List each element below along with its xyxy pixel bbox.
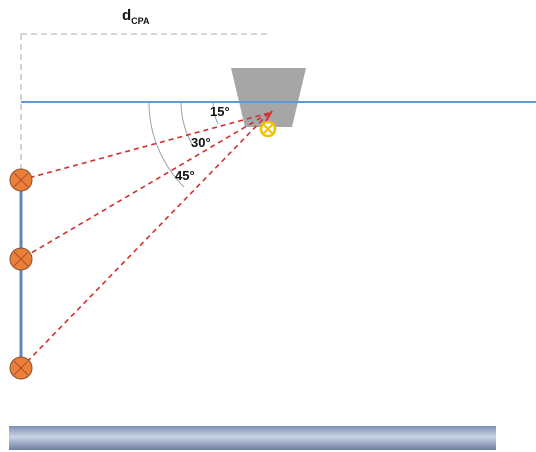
arc-15 (212, 101, 219, 125)
source-crosshair-icon (259, 120, 277, 138)
hydrophone-icon (9, 168, 33, 192)
hydrophone-icon (9, 247, 33, 271)
ray-15 (20, 112, 270, 181)
seabed-bar (9, 426, 496, 450)
angle-label-30: 30° (191, 135, 211, 150)
dcpa-dimension-bracket (20, 33, 270, 180)
angle-label-15: 15° (210, 104, 230, 119)
ray-30 (20, 112, 270, 260)
angle-arcs (148, 101, 219, 188)
angle-label-45: 45° (175, 168, 195, 183)
hydrophone-icon (9, 356, 33, 380)
vessel-hull (231, 68, 306, 127)
arc-30 (180, 101, 194, 147)
ray-45 (20, 112, 270, 369)
arc-45 (148, 101, 185, 188)
ray-paths (20, 112, 270, 369)
dcpa-label: dCPA (122, 7, 150, 26)
